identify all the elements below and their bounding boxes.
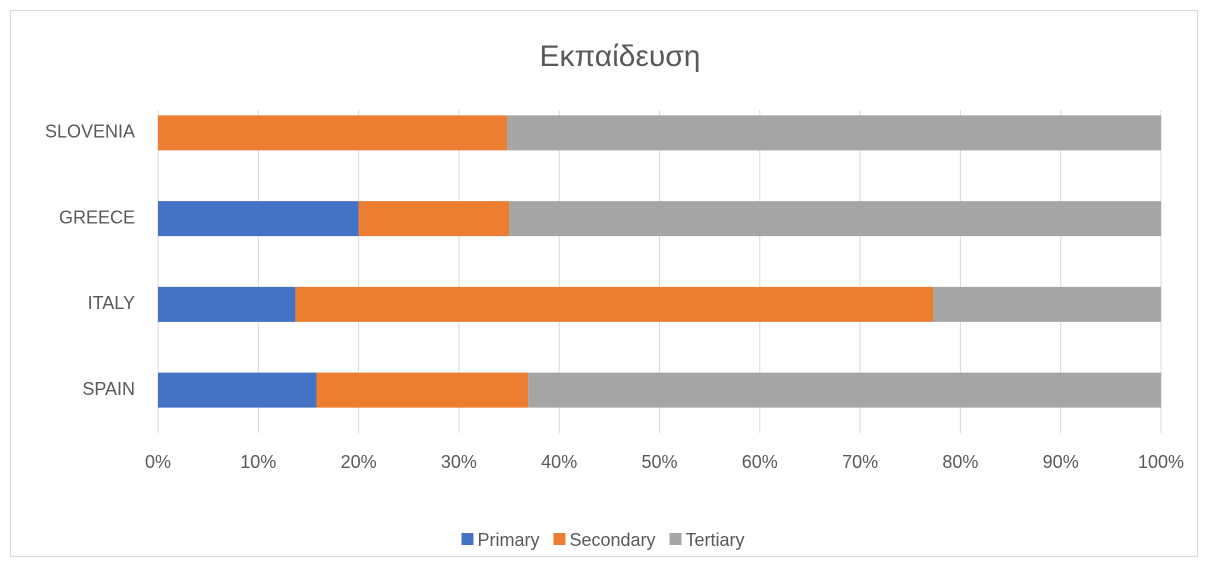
legend-swatch xyxy=(669,533,682,545)
y-tick-label: SLOVENIA xyxy=(45,122,135,142)
x-tick-label: 50% xyxy=(641,452,677,472)
legend-swatch xyxy=(553,533,566,545)
chart-title: Εκπαίδευση xyxy=(540,40,701,73)
legend-swatch xyxy=(461,533,474,545)
bar-segment xyxy=(295,286,934,322)
bar-segment xyxy=(158,201,359,237)
legend-label: Primary xyxy=(477,530,539,550)
bar-segment xyxy=(316,372,529,408)
legend-label: Tertiary xyxy=(686,530,745,550)
bar-segment xyxy=(158,372,317,408)
x-tick-label: 90% xyxy=(1043,452,1079,472)
x-tick-label: 40% xyxy=(541,452,577,472)
bar-segment xyxy=(509,201,1161,237)
x-tick-label: 30% xyxy=(441,452,477,472)
chart-border xyxy=(10,10,1198,557)
bar-segment xyxy=(528,372,1161,408)
x-tick-label: 100% xyxy=(1138,452,1184,472)
legend-label: Secondary xyxy=(569,530,655,550)
bar-segment xyxy=(933,286,1161,322)
bar-segment xyxy=(158,286,296,322)
x-tick-label: 0% xyxy=(145,452,171,472)
y-tick-label: GREECE xyxy=(59,207,135,227)
y-tick-label: ITALY xyxy=(88,293,135,313)
bar-segment xyxy=(158,115,508,151)
x-tick-label: 20% xyxy=(341,452,377,472)
bar-segment xyxy=(358,201,510,237)
x-tick-label: 80% xyxy=(942,452,978,472)
x-tick-label: 10% xyxy=(240,452,276,472)
y-tick-label: SPAIN xyxy=(82,379,135,399)
bar-segment xyxy=(507,115,1161,151)
x-tick-label: 60% xyxy=(742,452,778,472)
x-tick-label: 70% xyxy=(842,452,878,472)
